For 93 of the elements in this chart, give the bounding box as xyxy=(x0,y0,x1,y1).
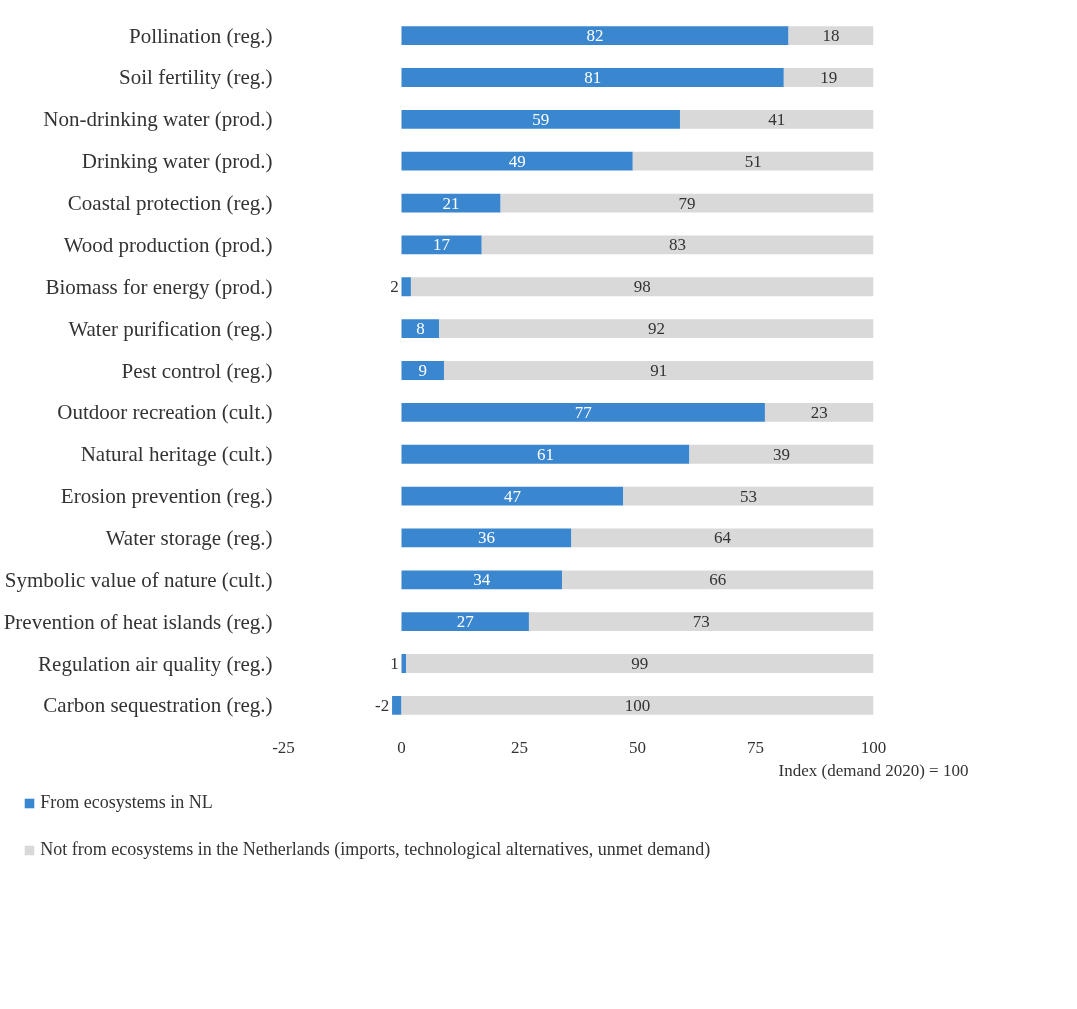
bar xyxy=(443,361,874,380)
data-label: 17 xyxy=(433,235,451,255)
bar xyxy=(406,654,874,673)
y-tick-label: Non-drinking water (prod.) xyxy=(43,107,273,132)
data-label: 51 xyxy=(744,151,762,171)
bar xyxy=(401,528,572,548)
data-label: 34 xyxy=(473,570,491,590)
y-tick-label: Symbolic value of nature (cult.) xyxy=(4,567,273,592)
bar xyxy=(401,151,633,171)
y-tick-label: Pest control (reg.) xyxy=(121,358,273,383)
x-tick-label: 50 xyxy=(629,737,646,757)
y-tick-label: Wood production (prod.) xyxy=(63,232,273,257)
data-label: 2 xyxy=(390,277,399,297)
bar xyxy=(500,193,874,213)
x-tick-label: 25 xyxy=(511,737,528,757)
data-label: 23 xyxy=(810,402,828,422)
bar xyxy=(401,486,624,506)
y-tick-label: Drinking water (prod.) xyxy=(81,149,273,174)
x-tick-label: -25 xyxy=(272,737,295,757)
y-tick-label: Prevention of heat islands (reg.) xyxy=(3,609,273,634)
legend-label: Not from ecosystems in the Netherlands (imports, technological alternatives, unmet demand) xyxy=(40,839,711,860)
bar xyxy=(401,570,562,590)
data-label: 36 xyxy=(477,528,495,548)
y-tick-label: Soil fertility (reg.) xyxy=(119,65,273,90)
data-label: 82 xyxy=(586,26,604,46)
bar xyxy=(401,319,440,339)
data-label: 18 xyxy=(822,26,840,46)
bar xyxy=(689,444,874,464)
data-label: 49 xyxy=(508,151,526,171)
data-label: 92 xyxy=(647,319,665,339)
bar xyxy=(401,277,411,297)
bar xyxy=(528,612,874,632)
x-tick-label: 75 xyxy=(747,737,764,757)
bar xyxy=(679,109,874,129)
bar xyxy=(561,570,874,590)
y-tick-label: Coastal protection (reg.) xyxy=(67,191,273,216)
bar xyxy=(401,612,529,632)
y-tick-label: Water purification (reg.) xyxy=(68,316,273,341)
legend-label: From ecosystems in NL xyxy=(40,792,213,813)
data-label: 53 xyxy=(739,486,757,506)
bar xyxy=(788,26,874,46)
data-label: 79 xyxy=(678,193,696,213)
data-label: 81 xyxy=(584,67,602,87)
y-tick-label: Regulation air quality (reg.) xyxy=(38,651,273,676)
data-label: 66 xyxy=(709,570,727,590)
bar xyxy=(401,444,690,464)
data-label: 19 xyxy=(820,67,838,87)
bar xyxy=(481,235,874,255)
bar xyxy=(410,277,874,297)
data-label: -2 xyxy=(375,695,390,715)
data-label: 47 xyxy=(503,486,522,506)
bar xyxy=(764,402,874,422)
y-tick-label: Pollination (reg.) xyxy=(129,23,273,48)
data-label: 41 xyxy=(768,109,786,129)
data-label: 61 xyxy=(536,444,554,464)
data-label: 8 xyxy=(416,319,425,339)
data-label: 99 xyxy=(631,654,649,674)
y-tick-label: Water storage (reg.) xyxy=(105,525,273,550)
bar xyxy=(401,68,784,87)
data-label: 77 xyxy=(574,402,593,422)
data-label: 27 xyxy=(456,612,475,632)
data-label: 21 xyxy=(442,193,460,213)
bar xyxy=(632,151,874,171)
x-tick-label: 0 xyxy=(397,737,406,757)
y-tick-label: Erosion prevention (reg.) xyxy=(60,484,273,509)
x-tick-label: 100 xyxy=(860,737,887,757)
data-label: 39 xyxy=(772,444,790,464)
bar xyxy=(392,695,402,715)
bar xyxy=(401,402,765,422)
bar xyxy=(401,193,501,213)
data-label: 100 xyxy=(624,695,651,715)
data-label: 91 xyxy=(650,361,668,380)
y-tick-label: Outdoor recreation (cult.) xyxy=(57,400,273,425)
data-label: 64 xyxy=(713,528,732,548)
y-tick-label: Carbon sequestration (reg.) xyxy=(43,693,273,718)
bar xyxy=(401,109,680,129)
data-label: 9 xyxy=(418,361,427,380)
bar xyxy=(571,528,874,548)
bar xyxy=(401,235,482,255)
bar xyxy=(401,26,789,46)
y-tick-label: Biomass for energy (prod.) xyxy=(45,274,273,299)
data-label: 59 xyxy=(532,109,550,129)
bar xyxy=(623,486,874,506)
data-label: 73 xyxy=(692,612,710,632)
x-axis-title: Index (demand 2020) = 100 xyxy=(778,760,969,780)
data-label: 83 xyxy=(669,235,687,255)
bar xyxy=(439,319,874,339)
y-tick-label: Natural heritage (cult.) xyxy=(80,442,273,467)
data-label: 98 xyxy=(633,277,651,297)
data-label: 1 xyxy=(390,654,399,674)
bar xyxy=(401,695,874,715)
bar xyxy=(783,68,874,87)
bar xyxy=(401,361,444,380)
